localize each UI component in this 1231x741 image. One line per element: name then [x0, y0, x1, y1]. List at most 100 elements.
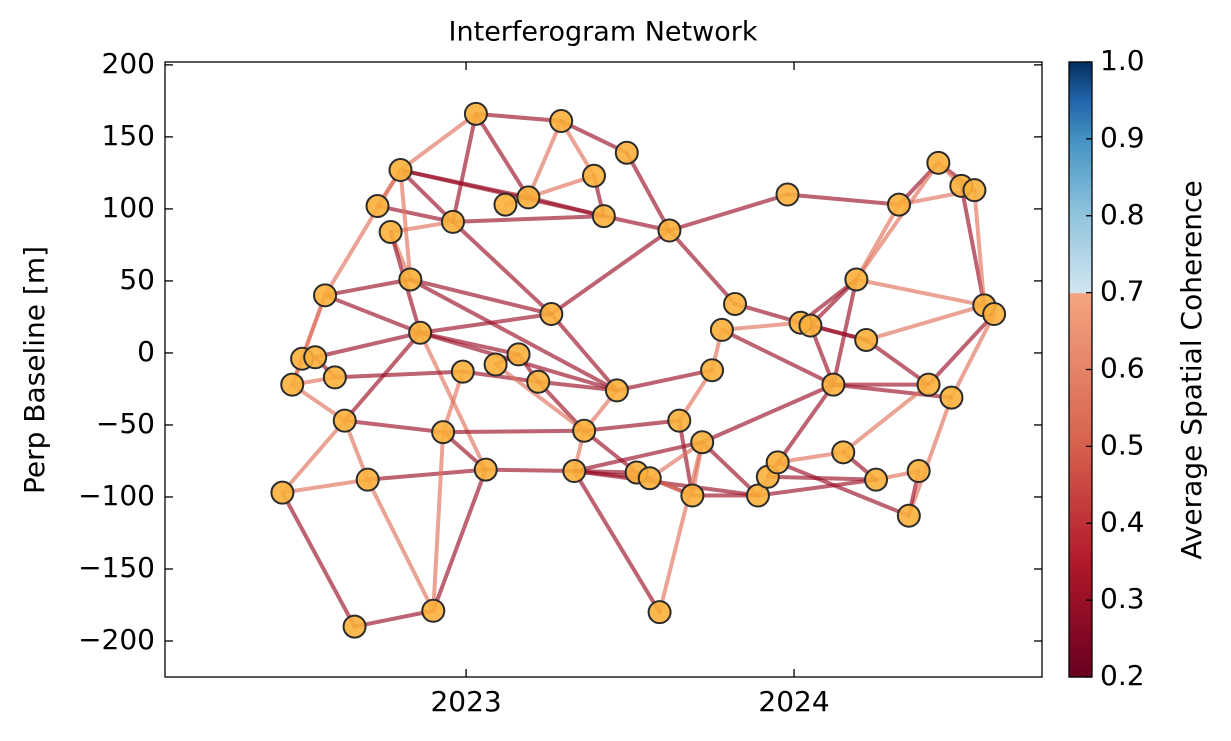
- edge: [949, 312, 997, 400]
- colorbar-tick-label: 0.2: [1100, 659, 1145, 692]
- colorbar-slice: [1069, 667, 1092, 672]
- colorbar-slice: [1069, 194, 1092, 198]
- node: [355, 467, 380, 492]
- node: [526, 369, 551, 394]
- colorbar-slice: [1069, 129, 1092, 134]
- colorbar-slice: [1069, 621, 1092, 626]
- colorbar-slice: [1069, 615, 1092, 620]
- colorbar-slice: [1069, 172, 1092, 177]
- edge: [431, 430, 446, 613]
- node: [450, 359, 475, 384]
- colorbar-slice: [1069, 249, 1092, 254]
- colorbar-slice: [1069, 234, 1092, 238]
- edge: [864, 337, 931, 387]
- colorbar-slice: [1069, 341, 1092, 346]
- x-tick-label: 2023: [430, 685, 501, 718]
- colorbar-slice: [1069, 329, 1092, 334]
- colorbar-slice: [1069, 181, 1092, 186]
- colorbar-slice: [1069, 597, 1092, 601]
- colorbar-slice: [1069, 243, 1092, 248]
- colorbar-slice: [1069, 326, 1092, 331]
- node: [378, 219, 403, 244]
- colorbar-slice: [1069, 566, 1092, 570]
- y-tick-label: 200: [102, 47, 155, 80]
- colorbar-slice: [1069, 200, 1092, 205]
- colorbar-slice: [1069, 338, 1092, 343]
- colorbar-slice: [1069, 308, 1092, 312]
- colorbar-slice: [1069, 649, 1092, 653]
- node: [516, 185, 541, 210]
- colorbar-slice: [1069, 68, 1092, 72]
- colorbar-slice: [1069, 175, 1092, 180]
- colorbar-slice: [1069, 209, 1092, 214]
- colorbar-slice: [1069, 633, 1092, 638]
- colorbar-slice: [1069, 507, 1092, 512]
- colorbar-slice: [1069, 224, 1092, 229]
- colorbar-slice: [1069, 550, 1092, 555]
- colorbar-slice: [1069, 95, 1092, 100]
- node: [493, 192, 518, 217]
- colorbar-slice: [1069, 286, 1092, 291]
- edge: [582, 418, 682, 433]
- node: [388, 158, 413, 183]
- colorbar-slice: [1069, 557, 1092, 561]
- colorbar-slice: [1069, 65, 1092, 69]
- edge: [450, 219, 554, 317]
- colorbar-slice: [1069, 387, 1092, 392]
- edge: [755, 477, 879, 498]
- colorbar-slice: [1069, 314, 1092, 318]
- node: [962, 178, 987, 203]
- colorbar-slice: [1069, 427, 1092, 432]
- node: [775, 182, 800, 207]
- colorbar-slice: [1069, 354, 1092, 358]
- colorbar-slice: [1069, 83, 1092, 88]
- colorbar-slice: [1069, 578, 1092, 583]
- edge: [719, 320, 803, 332]
- colorbar-slice: [1069, 560, 1092, 564]
- node: [421, 598, 446, 623]
- colorbar-slice: [1069, 603, 1092, 607]
- node: [322, 365, 347, 390]
- colorbar-slice: [1069, 197, 1092, 201]
- colorbar-slice: [1069, 652, 1092, 657]
- colorbar-slice: [1069, 231, 1092, 235]
- colorbar-slice: [1069, 498, 1092, 503]
- node: [637, 466, 662, 491]
- node: [614, 140, 639, 165]
- colorbar-slice: [1069, 492, 1092, 497]
- colorbar-slice: [1069, 123, 1092, 128]
- colorbar-slice: [1069, 141, 1092, 146]
- edge: [700, 382, 836, 445]
- colorbar-slice: [1069, 547, 1092, 552]
- edge: [549, 312, 619, 393]
- node: [723, 291, 748, 316]
- colorbar-slice: [1069, 89, 1092, 94]
- y-tick-label: −150: [78, 551, 155, 584]
- node: [591, 204, 616, 229]
- colorbar-slice: [1069, 86, 1092, 91]
- edge: [765, 474, 879, 482]
- edge: [854, 277, 987, 308]
- edge: [700, 440, 760, 498]
- colorbar-slice: [1069, 264, 1092, 269]
- edge: [365, 477, 436, 613]
- node: [864, 467, 889, 492]
- colorbar-slice: [1069, 351, 1092, 355]
- colorbar-slice: [1069, 369, 1092, 374]
- colorbar-slice: [1069, 378, 1092, 383]
- colorbar-slice: [1069, 166, 1092, 171]
- colorbar-slice: [1069, 261, 1092, 266]
- node: [280, 372, 305, 397]
- colorbar-slice: [1069, 461, 1092, 466]
- colorbar-slice: [1069, 397, 1092, 401]
- edge: [572, 469, 662, 615]
- colorbar-tick-label: 0.4: [1100, 505, 1145, 538]
- edge: [526, 119, 564, 200]
- colorbar-slice: [1069, 258, 1092, 263]
- colorbar-slice: [1069, 188, 1092, 192]
- colorbar-label: Average Spatial Coherence: [1175, 180, 1208, 559]
- colorbar-slice: [1069, 320, 1092, 324]
- colorbar-slice: [1069, 418, 1092, 423]
- node: [690, 430, 715, 455]
- y-tick-label: 50: [119, 263, 155, 296]
